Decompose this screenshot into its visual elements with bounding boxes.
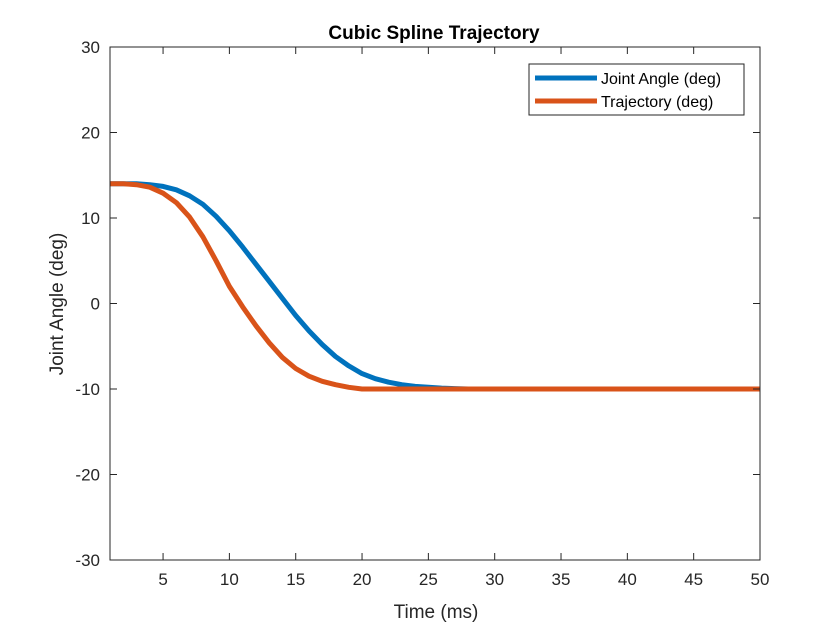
legend-label-trajectory: Trajectory (deg)	[601, 94, 713, 111]
x-tick-label: 20	[353, 570, 372, 589]
y-tick-label: 20	[81, 124, 100, 143]
x-tick-label: 40	[618, 570, 637, 589]
x-tick-label: 5	[158, 570, 167, 589]
x-axis-title: Time (ms)	[394, 602, 479, 623]
chart-title: Cubic Spline Trajectory	[328, 23, 540, 44]
plot-area	[110, 47, 760, 560]
x-tick-label: 35	[552, 570, 571, 589]
series-layer	[110, 181, 760, 392]
series-line-trajectory	[110, 181, 760, 392]
x-tick-label: 30	[485, 570, 504, 589]
x-tick-label: 10	[220, 570, 239, 589]
legend-label-joint-angle: Joint Angle (deg)	[601, 71, 721, 88]
legend-box	[528, 63, 745, 116]
x-tick-label: 15	[286, 570, 305, 589]
y-tick-label: -20	[75, 466, 100, 485]
y-axis-title: Joint Angle (deg)	[47, 233, 68, 376]
y-tick-label: 10	[81, 209, 100, 228]
legend: Joint Angle (deg) Trajectory (deg)	[528, 63, 745, 116]
x-tick-label: 50	[751, 570, 770, 589]
y-tick-label: 0	[91, 295, 100, 314]
tick-layer: 5 10 15 20 25 30 35 40 45 50 -30 -20 -10 0 10 20 30	[75, 38, 769, 589]
x-tick-label: 45	[684, 570, 703, 589]
y-tick-label: 30	[81, 38, 100, 57]
y-tick-label: -30	[75, 551, 100, 570]
y-tick-label: -10	[75, 380, 100, 399]
x-tick-label: 25	[419, 570, 438, 589]
